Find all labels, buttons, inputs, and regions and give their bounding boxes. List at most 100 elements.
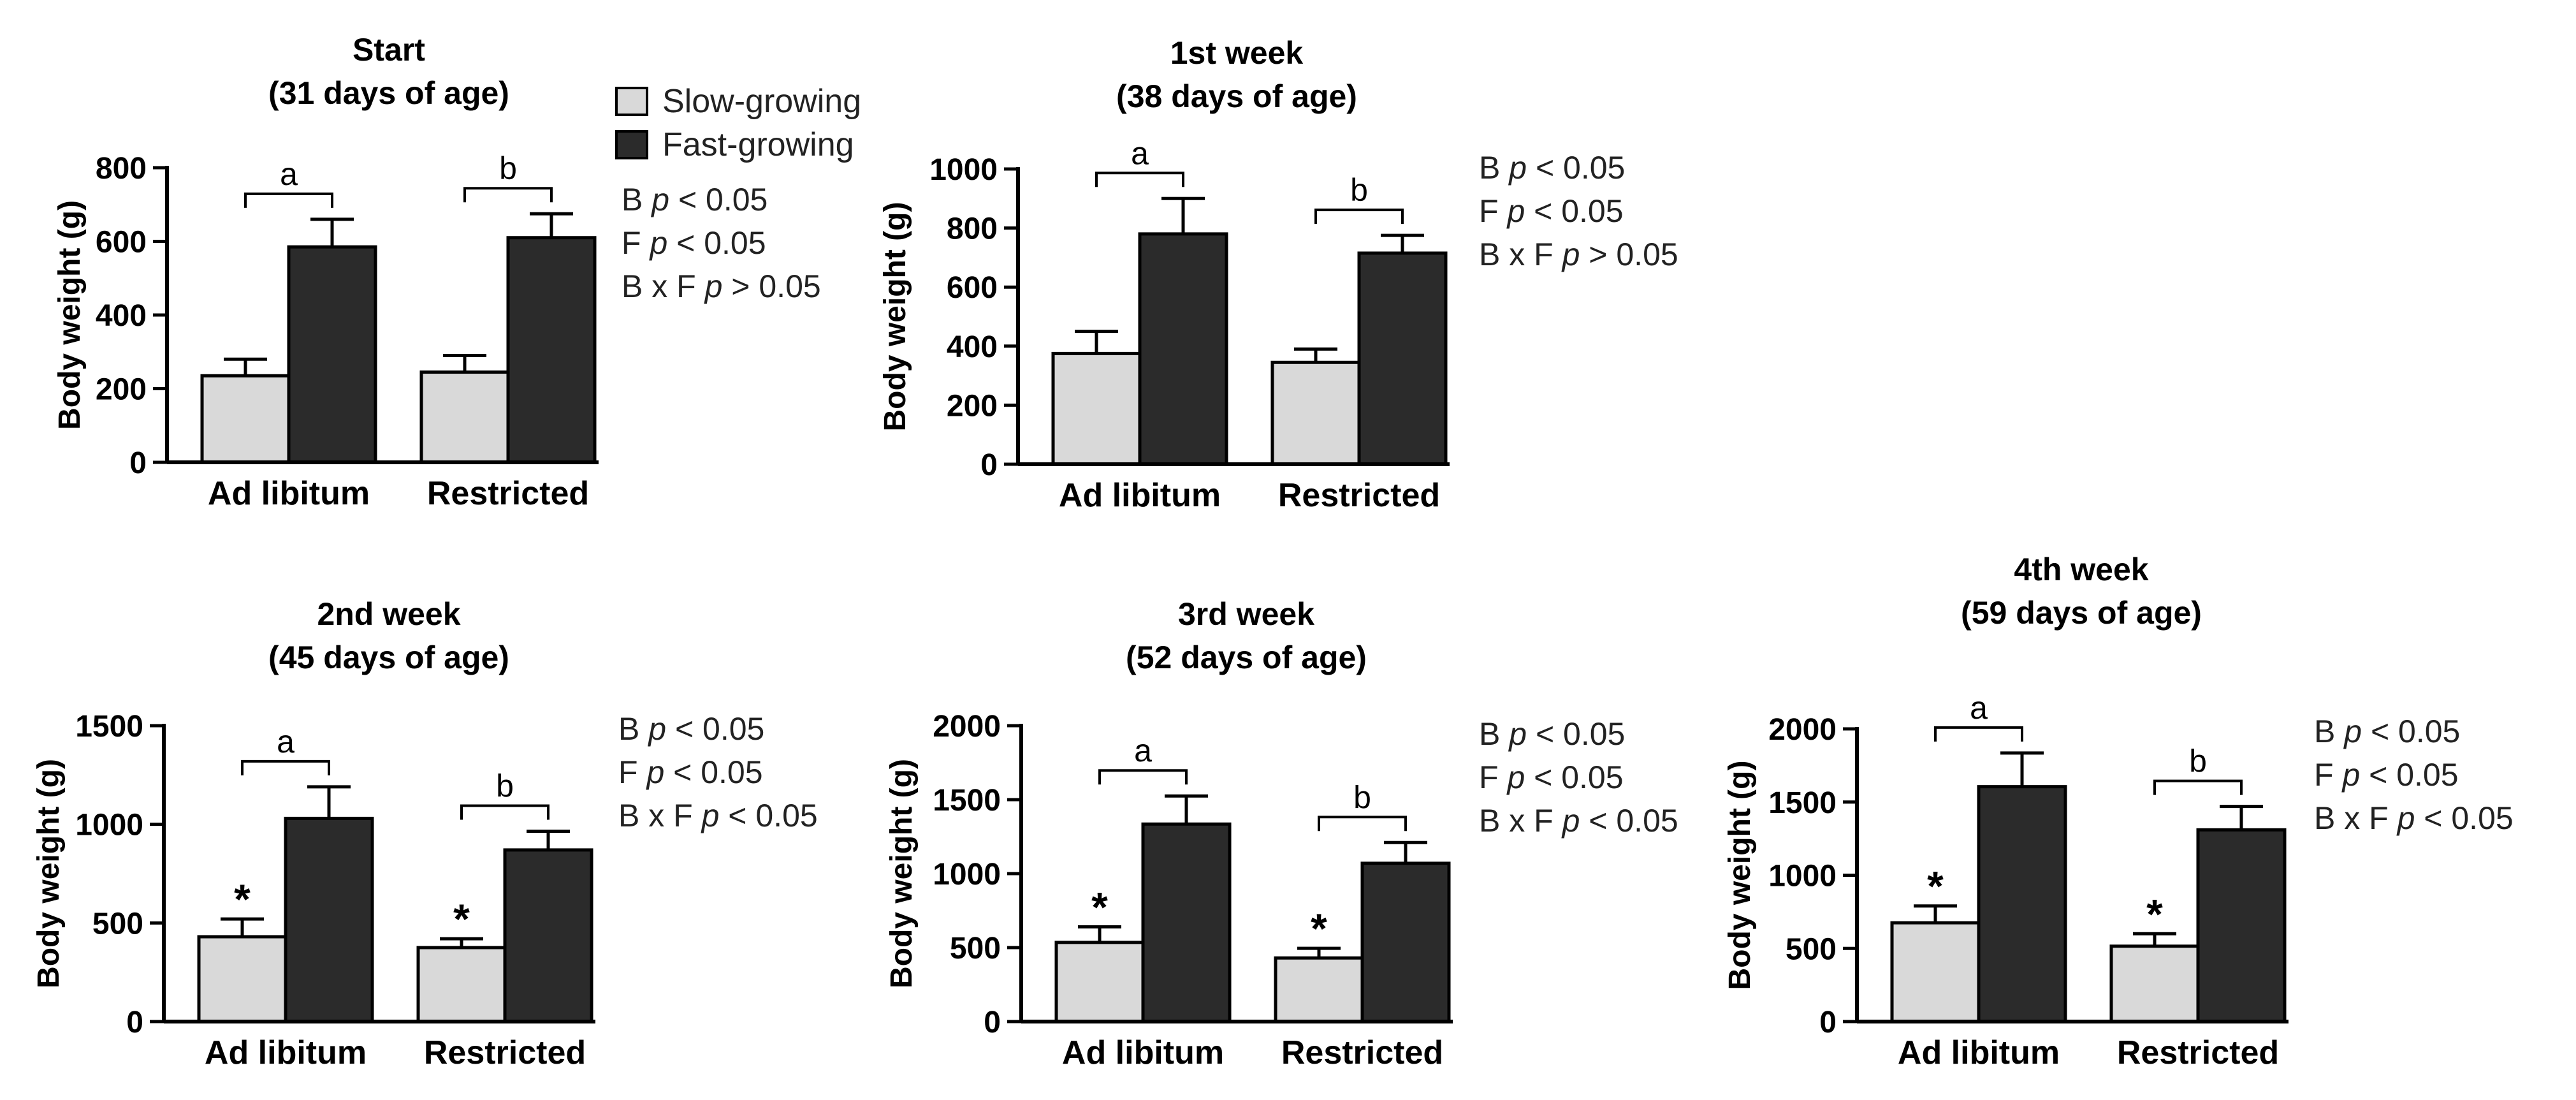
stat-threshold: > 0.05 <box>1580 237 1678 272</box>
legend-swatch-fast-growing <box>615 130 648 159</box>
bar-slow-1 <box>1054 941 1145 1023</box>
stat-annotation: B p < 0.05 <box>2314 714 2460 749</box>
bar-slow-1 <box>1890 921 1981 1023</box>
bar-fast-1 <box>1141 822 1232 1023</box>
stat-factor: F <box>622 225 650 261</box>
stat-factor: B x F <box>1479 237 1562 272</box>
comparison-bracket <box>463 187 553 203</box>
bar-fast-1 <box>284 816 374 1023</box>
y-tick-label: 500 <box>1786 932 1837 966</box>
y-tick-label: 800 <box>947 212 998 246</box>
stat-annotation: F p < 0.05 <box>2314 757 2459 793</box>
stat-factor: B <box>1479 150 1509 186</box>
x-tick-label: Restricted <box>2117 1034 2279 1071</box>
stat-annotation: B p < 0.05 <box>618 711 764 747</box>
significance-asterisk: * <box>1311 905 1327 952</box>
bar-fast-1 <box>1977 785 2067 1023</box>
bar-slow-1 <box>1051 351 1142 466</box>
y-tick-label: 600 <box>96 226 147 260</box>
stat-threshold: < 0.05 <box>1527 150 1625 186</box>
stat-threshold: < 0.05 <box>2360 757 2458 793</box>
stat-threshold: < 0.05 <box>1525 759 1623 795</box>
y-tick-label: 0 <box>1819 1006 1837 1039</box>
group-letter: b <box>1353 779 1371 815</box>
y-tick-label: 1500 <box>933 784 1001 818</box>
comparison-bracket <box>1095 172 1184 187</box>
stat-p-symbol: p <box>2396 800 2415 836</box>
group-letter: a <box>1970 690 1988 726</box>
stat-threshold: < 0.05 <box>2362 714 2460 749</box>
stat-factor: F <box>618 754 646 790</box>
y-tick-label: 0 <box>126 1006 143 1039</box>
stat-annotation: B x F p < 0.05 <box>1479 803 1678 839</box>
stat-threshold: < 0.05 <box>1580 803 1678 839</box>
y-tick-label: 600 <box>947 271 998 305</box>
stat-p-symbol: p <box>1561 803 1580 839</box>
chart-title: Start <box>353 32 425 68</box>
y-tick-label: 200 <box>96 373 147 407</box>
group-letter: a <box>1134 733 1152 768</box>
stat-p-symbol: p <box>650 182 669 217</box>
group-letter: a <box>277 724 295 759</box>
stat-factor: B x F <box>618 798 702 833</box>
x-tick-label: Ad libitum <box>1898 1034 2060 1071</box>
stat-annotation: B p < 0.05 <box>622 182 768 217</box>
comparison-bracket <box>241 759 330 775</box>
stat-annotation: B x F p > 0.05 <box>622 268 821 304</box>
y-tick-label: 1000 <box>75 809 143 842</box>
stat-p-symbol: p <box>1561 237 1580 272</box>
bar-slow-2 <box>1274 956 1364 1023</box>
comparison-bracket <box>1318 816 1407 832</box>
y-tick-label: 0 <box>980 448 998 482</box>
chart-subtitle: (31 days of age) <box>268 75 509 111</box>
stat-annotation: B x F p < 0.05 <box>2314 800 2514 836</box>
bar-fast-2 <box>1357 251 1448 466</box>
stat-threshold: < 0.05 <box>719 798 817 833</box>
bar-fast-1 <box>1138 232 1228 466</box>
chart-panel-4: 3rd week (52 days of age) Body weight (g) *… <box>885 596 1678 1071</box>
y-tick-label: 400 <box>96 299 147 333</box>
x-tick-label: Restricted <box>427 475 589 512</box>
legend-label-slow-growing: Slow-growing <box>662 83 862 120</box>
stat-factor: F <box>1479 759 1507 795</box>
y-tick-label: 1000 <box>1768 860 1837 893</box>
stat-factor: B x F <box>2314 800 2398 836</box>
stat-factor: B x F <box>1479 803 1562 839</box>
stat-annotation: B p < 0.05 <box>1479 150 1625 186</box>
bar-slow-2 <box>416 946 507 1023</box>
stat-threshold: > 0.05 <box>722 268 820 304</box>
stat-annotation: F p < 0.05 <box>618 754 763 790</box>
x-tick-label: Restricted <box>1278 477 1440 514</box>
bar-fast-1 <box>287 245 377 464</box>
group-letter: b <box>499 150 517 186</box>
stat-threshold: < 0.05 <box>666 711 764 747</box>
comparison-bracket <box>1314 209 1404 224</box>
y-tick-label: 1000 <box>929 153 998 187</box>
y-tick-label: 1500 <box>75 710 143 744</box>
stat-p-symbol: p <box>1508 150 1527 186</box>
group-letter: a <box>1131 135 1149 171</box>
stat-p-symbol: p <box>2341 757 2360 793</box>
chart-subtitle: (45 days of age) <box>268 640 509 675</box>
y-tick-label: 0 <box>129 446 147 480</box>
stat-p-symbol: p <box>704 268 723 304</box>
chart-title: 3rd week <box>1178 596 1314 632</box>
comparison-bracket <box>1934 726 2023 742</box>
stat-annotation: F p < 0.05 <box>622 225 766 261</box>
y-axis-label: Body weight (g) <box>32 759 66 988</box>
chart-panel-2: 1st week (38 days of age) Body weight (g) a… <box>878 35 1678 514</box>
chart-panel-1: Start (31 days of age) Body weight (g) a Ad … <box>53 32 821 512</box>
y-tick-label: 1500 <box>1768 786 1837 820</box>
y-tick-label: 1000 <box>933 858 1001 891</box>
y-tick-label: 800 <box>96 152 147 186</box>
bar-slow-2 <box>2109 944 2200 1023</box>
chart-subtitle: (52 days of age) <box>1126 640 1367 675</box>
stat-threshold: < 0.05 <box>1527 716 1625 752</box>
stat-factor: F <box>1479 193 1507 229</box>
x-tick-label: Ad libitum <box>1059 477 1221 514</box>
chart-subtitle: (38 days of age) <box>1116 78 1357 114</box>
bar-fast-2 <box>506 236 597 464</box>
stat-p-symbol: p <box>647 711 666 747</box>
group-letter: b <box>2189 744 2207 779</box>
